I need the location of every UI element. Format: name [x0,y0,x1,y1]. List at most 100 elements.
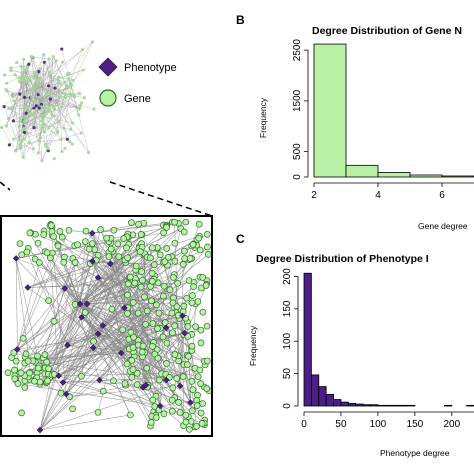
overview-gene-node [38,76,42,80]
overview-gene-node [22,119,27,123]
inset-edge [160,405,193,412]
overview-gene-node [66,86,70,90]
overview-gene-node [19,119,23,123]
inset-gene-node [147,254,154,262]
overview-gene-node [79,131,83,135]
inset-gene-node [188,342,196,350]
overview-edge [1,127,16,151]
inset-phenotype-node [36,426,44,434]
hist-c-ylabel: Frequency [248,325,258,366]
hist-c-bar [377,404,386,407]
inset-gene-node [11,375,19,383]
inset-edge [23,288,66,339]
inset-gene-node [103,234,110,242]
inset-gene-node [142,321,149,328]
inset-gene-node [160,282,168,290]
inset-gene-node [138,348,146,356]
overview-gene-node [6,116,11,120]
overview-gene-node [26,77,31,81]
inset-gene-node [170,274,177,281]
inset-gene-node [115,253,123,260]
inset-gene-node [182,411,190,419]
overview-edge [11,70,37,75]
inset-gene-node [181,255,189,262]
inset-gene-node [204,251,212,258]
inset-gene-node [65,226,73,234]
inset-edge [45,303,81,383]
inset-gene-node [18,409,25,417]
inset-gene-node [110,226,118,234]
inset-edge [79,249,90,305]
inset-gene-node [26,369,33,377]
inset-gene-node [147,419,155,426]
overview-gene-node [56,79,61,83]
overview-edge [70,129,89,153]
overview-phenotype-node [34,104,38,108]
overview-edge [34,58,50,127]
inset-gene-node [44,377,51,385]
inset-edge [81,277,99,377]
overview-gene-node [34,108,38,112]
inset-gene-node [168,407,176,415]
overview-phenotype-node [11,119,15,123]
hist-b-title: Degree Distribution of Gene N [312,25,462,37]
inset-gene-node [148,269,156,277]
inset-gene-node [107,245,115,253]
overview-edge [15,41,93,151]
inset-gene-node [168,396,176,404]
overview-gene-node [47,106,51,110]
inset-gene-node [171,257,179,265]
panel-letter-c: C [236,232,245,246]
inset-gene-node [129,299,137,306]
hist-c-bar [399,404,408,407]
inset-edge [93,347,126,386]
overview-gene-node [62,126,66,131]
inset-gene-node [60,259,68,266]
overview-gene-node [2,73,7,77]
inset-phenotype-node [106,260,114,268]
overview-gene-node [59,137,63,142]
inset-gene-node [194,373,202,381]
overview-gene-node [30,87,34,91]
hist-c-y-tick-label: 0 [282,403,293,409]
inset-gene-node [198,420,206,427]
overview-gene-node [77,107,81,111]
inset-phenotype-node [117,349,125,357]
overview-gene-node [44,112,48,116]
overview-gene-node [21,155,25,160]
inset-phenotype-node [78,313,85,321]
overview-gene-node [60,149,64,153]
overview-edge [13,69,84,97]
inset-gene-node [88,240,96,247]
overview-phenotype-node [46,84,51,88]
overview-gene-node [25,131,29,135]
inset-edge [67,228,182,346]
hist-b-bar [441,175,474,178]
inset-gene-node [188,378,196,385]
hist-b-x-tick-label: 6 [439,190,445,201]
inset-edge [179,264,184,387]
overview-gene-node [57,88,61,92]
inset-phenotype-node [76,300,84,308]
overview-phenotype-node [48,97,53,101]
overview-phenotype-node [23,95,27,99]
inset-edge [39,262,76,431]
overview-gene-node [64,83,68,87]
inset-gene-node [139,342,147,350]
overview-edge [48,56,54,86]
inset-phenotype-node [94,274,102,281]
inset-gene-node [18,251,26,259]
inset-network [4,218,213,434]
inset-gene-node [193,402,201,409]
overview-edge [44,84,67,125]
overview-edge [59,97,63,152]
inset-gene-node [128,373,136,381]
overview-gene-node [27,141,31,145]
inset-gene-node [179,373,187,380]
inset-gene-node [153,301,160,309]
overview-phenotype-node [24,111,28,115]
hist-c-y-tick-label: 50 [282,368,293,380]
inset-gene-node [171,218,178,226]
inset-gene-node [119,326,127,334]
inset-gene-node [123,244,130,252]
